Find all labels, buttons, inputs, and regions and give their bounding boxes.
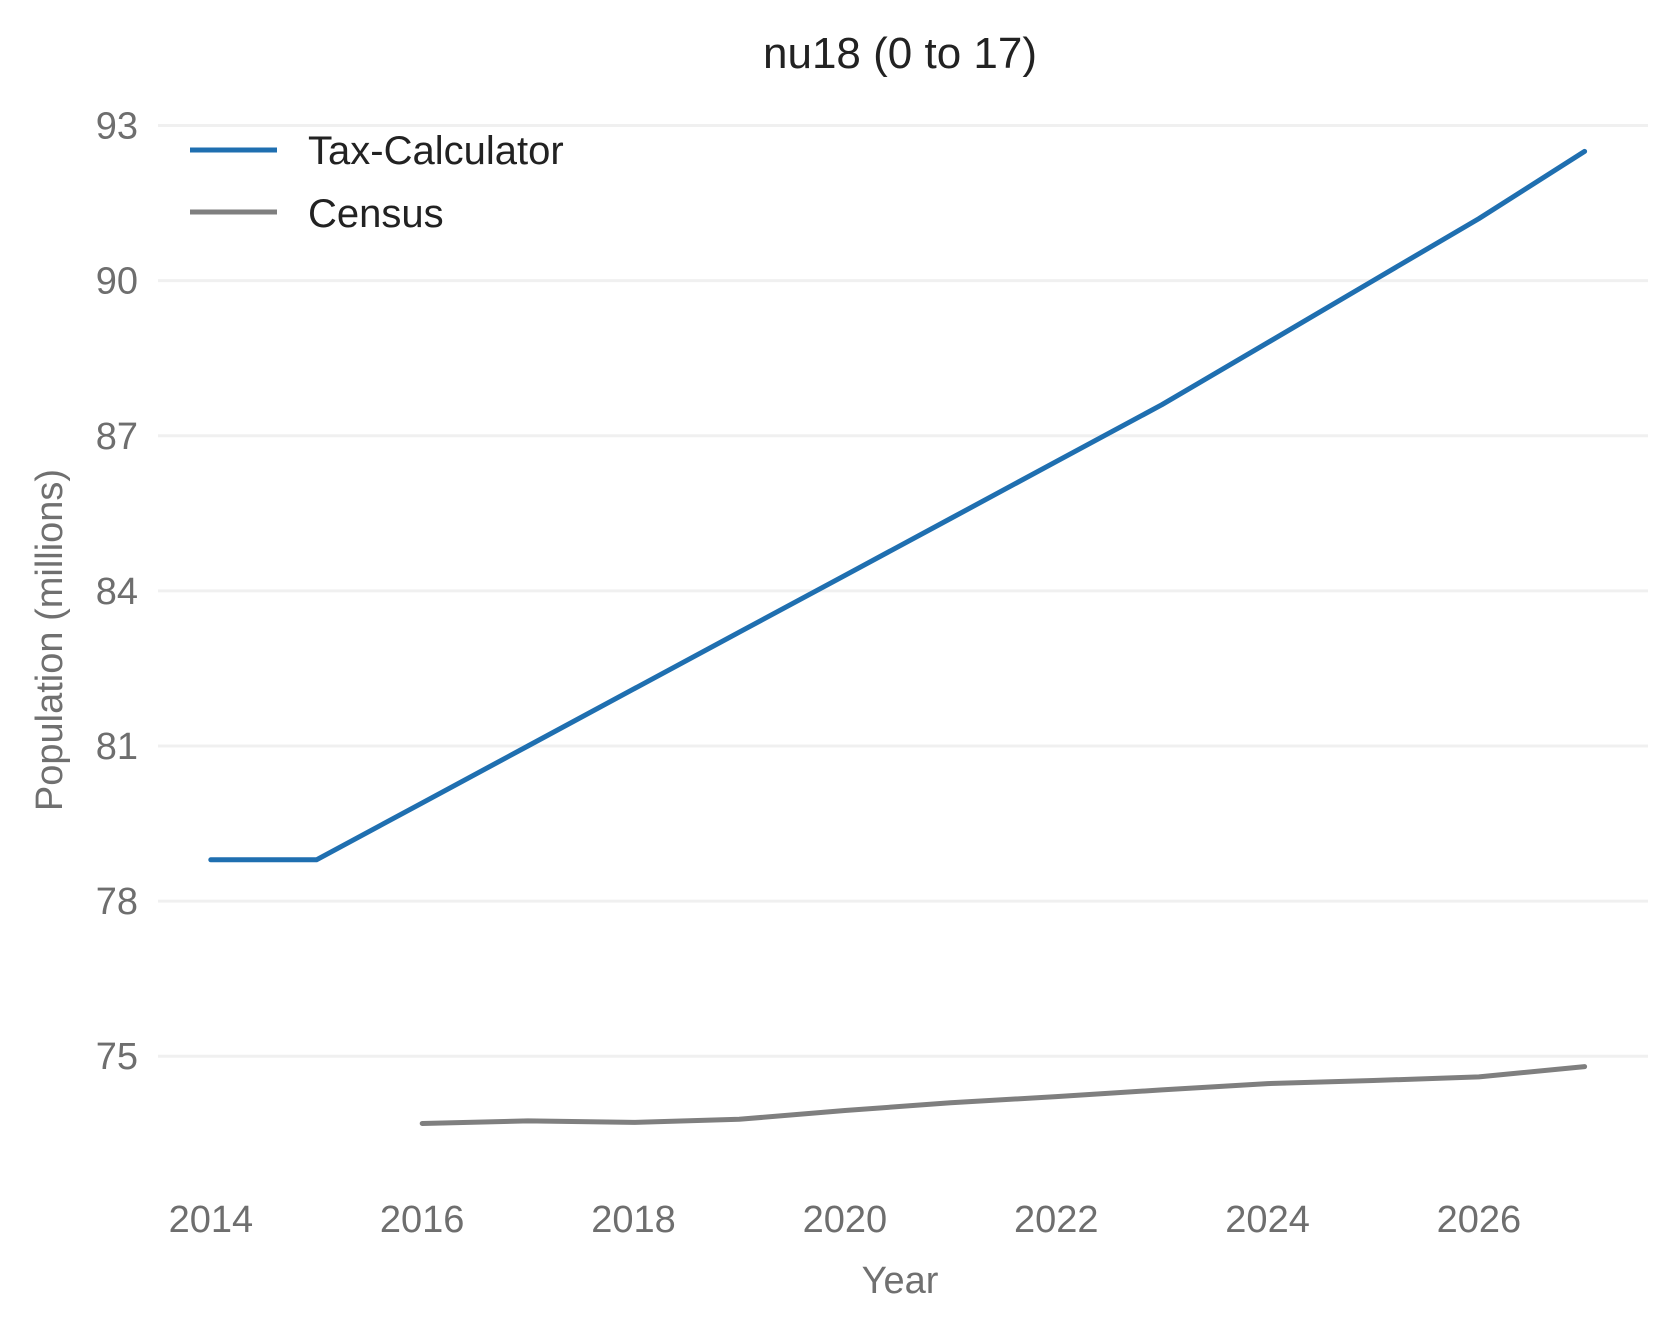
x-tick-label: 2026 [1437,1199,1522,1241]
y-tick-label: 78 [96,881,138,923]
x-tick-label: 2018 [591,1199,676,1241]
series-line-census [419,1064,1588,1126]
y-tick-label: 93 [96,106,138,148]
y-tick-label: 87 [96,416,138,458]
y-tick-label: 84 [96,571,138,613]
legend: Tax-Calculator Census [190,129,564,236]
x-tick-label: 2014 [169,1199,254,1241]
y-tick-label: 81 [96,726,138,768]
x-tick-label: 2020 [803,1199,888,1241]
x-axis-label: Year [862,1260,939,1302]
series-lines [208,148,1588,1126]
grid [158,124,1648,1058]
y-tick-label: 75 [96,1036,138,1078]
x-axis-ticks: 2014 2016 2018 2020 2022 2024 2026 [169,1199,1522,1241]
legend-label-tax-calculator: Tax-Calculator [308,129,564,173]
chart-title: nu18 (0 to 17) [763,29,1037,78]
x-tick-label: 2022 [1014,1199,1099,1241]
legend-label-census: Census [308,192,444,236]
x-tick-label: 2024 [1225,1199,1310,1241]
series-line-tax-calculator [208,148,1588,863]
y-axis-label: Population (millions) [29,469,71,811]
x-tick-label: 2016 [380,1199,465,1241]
y-axis-ticks: 75 78 81 84 87 90 93 [96,106,138,1079]
y-tick-label: 90 [96,261,138,303]
